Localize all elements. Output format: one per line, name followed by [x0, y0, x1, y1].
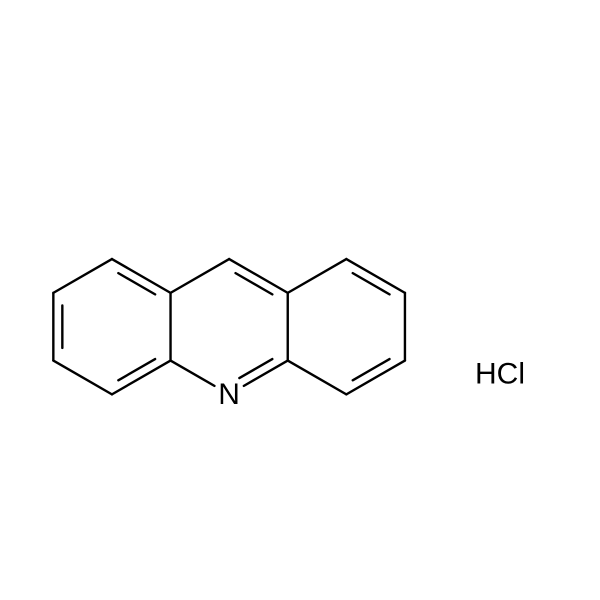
bond-line [346, 259, 405, 293]
bond-line [112, 259, 171, 293]
bond-line [353, 359, 390, 380]
bond-line [236, 273, 273, 294]
counterion-label: HCl [475, 358, 525, 391]
bond-line [118, 273, 155, 294]
molecule-canvas: N HCl [0, 0, 600, 600]
bond-line [53, 361, 112, 395]
bond-line [112, 361, 171, 395]
bond-line [244, 361, 288, 386]
bond-line [346, 361, 405, 395]
bond-line [171, 361, 215, 386]
bond-line [288, 259, 347, 293]
bond-line [353, 273, 390, 294]
bond-line [239, 359, 272, 378]
bond-line [53, 259, 112, 293]
bond-line [288, 361, 347, 395]
bond-line [229, 259, 288, 293]
atom-label-n: N [218, 378, 240, 411]
bond-line [171, 259, 230, 293]
bond-line [118, 359, 155, 380]
